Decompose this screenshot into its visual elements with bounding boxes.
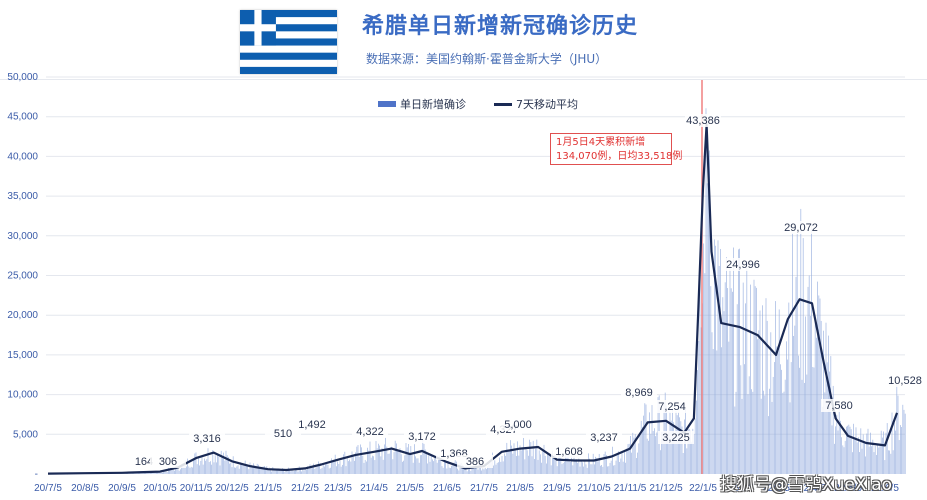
x-tick-label: 22/6/5 (871, 483, 899, 494)
data-label-bg (725, 258, 761, 271)
x-tick-label: 21/2/5 (291, 483, 319, 494)
x-tick-label: 21/11/5 (614, 483, 647, 494)
x-tick-label: 22/2/5 (726, 483, 754, 494)
data-label-bg (821, 399, 857, 412)
x-tick-label: 21/10/5 (577, 483, 611, 494)
y-tick-label: 10,000 (7, 390, 38, 401)
data-label-bg (457, 455, 493, 468)
x-tick-label: 20/7/5 (34, 483, 62, 494)
data-label-bg (265, 427, 301, 440)
data-label: 306 (159, 456, 177, 468)
data-label: 3,237 (590, 432, 618, 444)
data-label-bg (658, 431, 694, 444)
legend-bar-label: 单日新增确诊 (400, 98, 466, 111)
data-label: 510 (274, 428, 292, 440)
y-tick-label: 50,000 (7, 72, 38, 83)
x-tick-label: 20/8/5 (71, 483, 99, 494)
data-label-bg (150, 455, 186, 468)
x-tick-label: 20/11/5 (180, 483, 213, 494)
x-tick-label: 21/1/5 (254, 483, 282, 494)
data-label-bg (294, 418, 330, 431)
x-tick-label: 20/10/5 (143, 483, 177, 494)
data-label-bg (621, 386, 657, 399)
y-tick-label: 30,000 (7, 231, 38, 242)
data-label: 3,316 (193, 433, 221, 445)
data-label: 164 (135, 456, 153, 468)
data-label: 386 (466, 456, 484, 468)
header-divider (0, 79, 927, 80)
data-label-bg (586, 431, 622, 444)
legend-line-label: 7天移动平均 (516, 98, 578, 111)
x-tick-label: 20/12/5 (215, 483, 249, 494)
x-tick-label: 21/9/5 (543, 483, 571, 494)
y-tick-label: 40,000 (7, 151, 38, 162)
data-label: 7,254 (658, 401, 686, 413)
data-label-bg (685, 114, 721, 127)
data-label: 1,492 (298, 419, 326, 431)
x-tick-label: 21/8/5 (506, 483, 534, 494)
annotation-line-1: 1月5日4天累积新增 (556, 137, 646, 148)
daily-bars (54, 108, 906, 474)
data-label-bg (189, 432, 225, 445)
bar-swatch-icon (378, 101, 396, 107)
data-label: 8,969 (625, 387, 653, 399)
chart-title: 希腊单日新增新冠确诊历史 (362, 14, 639, 39)
y-tick-label: 35,000 (7, 191, 38, 202)
y-tick-label: 25,000 (7, 271, 38, 282)
greece-flag-icon (240, 10, 337, 74)
annotation-line-2: 134,070例，日均33,518例 (556, 151, 683, 162)
x-tick-label: 22/3/5 (762, 483, 790, 494)
data-label: 29,072 (784, 222, 818, 234)
data-label: 3,225 (662, 432, 690, 444)
x-tick-label: 21/4/5 (360, 483, 388, 494)
x-tick-label: 20/9/5 (108, 483, 136, 494)
legend-item-bars: 单日新增确诊 (378, 96, 466, 112)
chart-header: 希腊单日新增新冠确诊历史 数据来源：美国约翰斯·霍普金斯大学（JHU） (0, 0, 927, 80)
data-label-bg (352, 425, 388, 438)
data-label: 3,172 (408, 431, 436, 443)
chart-subtitle: 数据来源：美国约翰斯·霍普金斯大学（JHU） (366, 52, 608, 66)
data-label: 5,000 (504, 419, 532, 431)
x-tick-label: 21/3/5 (324, 483, 352, 494)
x-tick-label: 21/12/5 (649, 483, 683, 494)
y-tick-label: 45,000 (7, 112, 38, 123)
data-label-bg (404, 430, 440, 443)
legend-item-line: 7天移动平均 (494, 96, 578, 112)
watermark: 搜狐号@雪鸮XueXiao (720, 475, 893, 495)
data-label: 10,528 (888, 375, 922, 387)
data-label: 43,386 (686, 115, 720, 127)
x-tick-label: 22/5/5 (834, 483, 862, 494)
x-tick-label: 22/4/5 (798, 483, 826, 494)
data-label-bg (500, 418, 536, 431)
data-label: 24,996 (726, 259, 760, 271)
data-label-bg (887, 374, 923, 387)
y-tick-label: 20,000 (7, 310, 38, 321)
chart-legend: 单日新增确诊 7天移动平均 (378, 96, 578, 112)
data-label: 7,580 (825, 400, 853, 412)
data-label: 4,322 (356, 426, 384, 438)
line-swatch-icon (494, 102, 512, 106)
moving-average-line (47, 123, 899, 475)
data-label-bg (551, 445, 587, 458)
x-tick-label: 21/6/5 (433, 483, 461, 494)
data-label-bg (654, 400, 690, 413)
x-tick-label: 21/5/5 (396, 483, 424, 494)
y-tick-label: - (35, 469, 38, 480)
x-tick-label: 22/1/5 (689, 483, 717, 494)
y-tick-label: 5,000 (13, 429, 38, 440)
x-tick-label: 21/7/5 (470, 483, 498, 494)
data-label: 1,608 (555, 446, 583, 458)
annotation-box: 1月5日4天累积新增 134,070例，日均33,518例 (550, 133, 683, 165)
y-tick-label: 15,000 (7, 350, 38, 361)
data-label-bg (783, 221, 819, 234)
